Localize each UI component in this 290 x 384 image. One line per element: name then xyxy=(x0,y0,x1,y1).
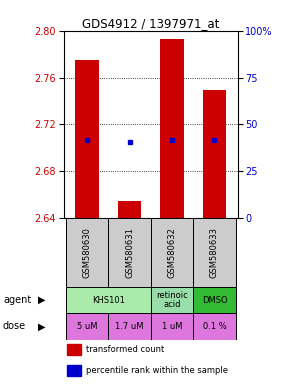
Bar xyxy=(108,313,151,339)
Title: GDS4912 / 1397971_at: GDS4912 / 1397971_at xyxy=(82,17,220,30)
Bar xyxy=(151,313,193,339)
Text: KHS101: KHS101 xyxy=(92,296,125,305)
Bar xyxy=(66,313,108,339)
Text: transformed count: transformed count xyxy=(86,345,165,354)
Text: ▶: ▶ xyxy=(38,321,45,331)
Bar xyxy=(151,287,193,313)
Text: dose: dose xyxy=(3,321,26,331)
Bar xyxy=(75,60,99,218)
Text: DMSO: DMSO xyxy=(202,296,227,305)
Bar xyxy=(66,218,108,287)
Bar xyxy=(108,218,151,287)
Text: 1 uM: 1 uM xyxy=(162,322,182,331)
Text: retinoic
acid: retinoic acid xyxy=(156,291,188,310)
Text: agent: agent xyxy=(3,295,31,305)
Bar xyxy=(193,287,236,313)
Text: 1.7 uM: 1.7 uM xyxy=(115,322,144,331)
Bar xyxy=(203,91,226,218)
Text: percentile rank within the sample: percentile rank within the sample xyxy=(86,366,229,375)
Text: ▶: ▶ xyxy=(38,295,45,305)
Bar xyxy=(118,201,141,218)
Bar xyxy=(193,313,236,339)
Bar xyxy=(66,287,151,313)
Text: GSM580631: GSM580631 xyxy=(125,227,134,278)
Text: 0.1 %: 0.1 % xyxy=(203,322,226,331)
Bar xyxy=(151,218,193,287)
Text: GSM580632: GSM580632 xyxy=(168,227,177,278)
Bar xyxy=(160,39,184,218)
Text: GSM580630: GSM580630 xyxy=(83,227,92,278)
Bar xyxy=(67,365,81,376)
Text: 5 uM: 5 uM xyxy=(77,322,97,331)
Bar xyxy=(67,344,81,355)
Bar xyxy=(193,218,236,287)
Text: GSM580633: GSM580633 xyxy=(210,227,219,278)
